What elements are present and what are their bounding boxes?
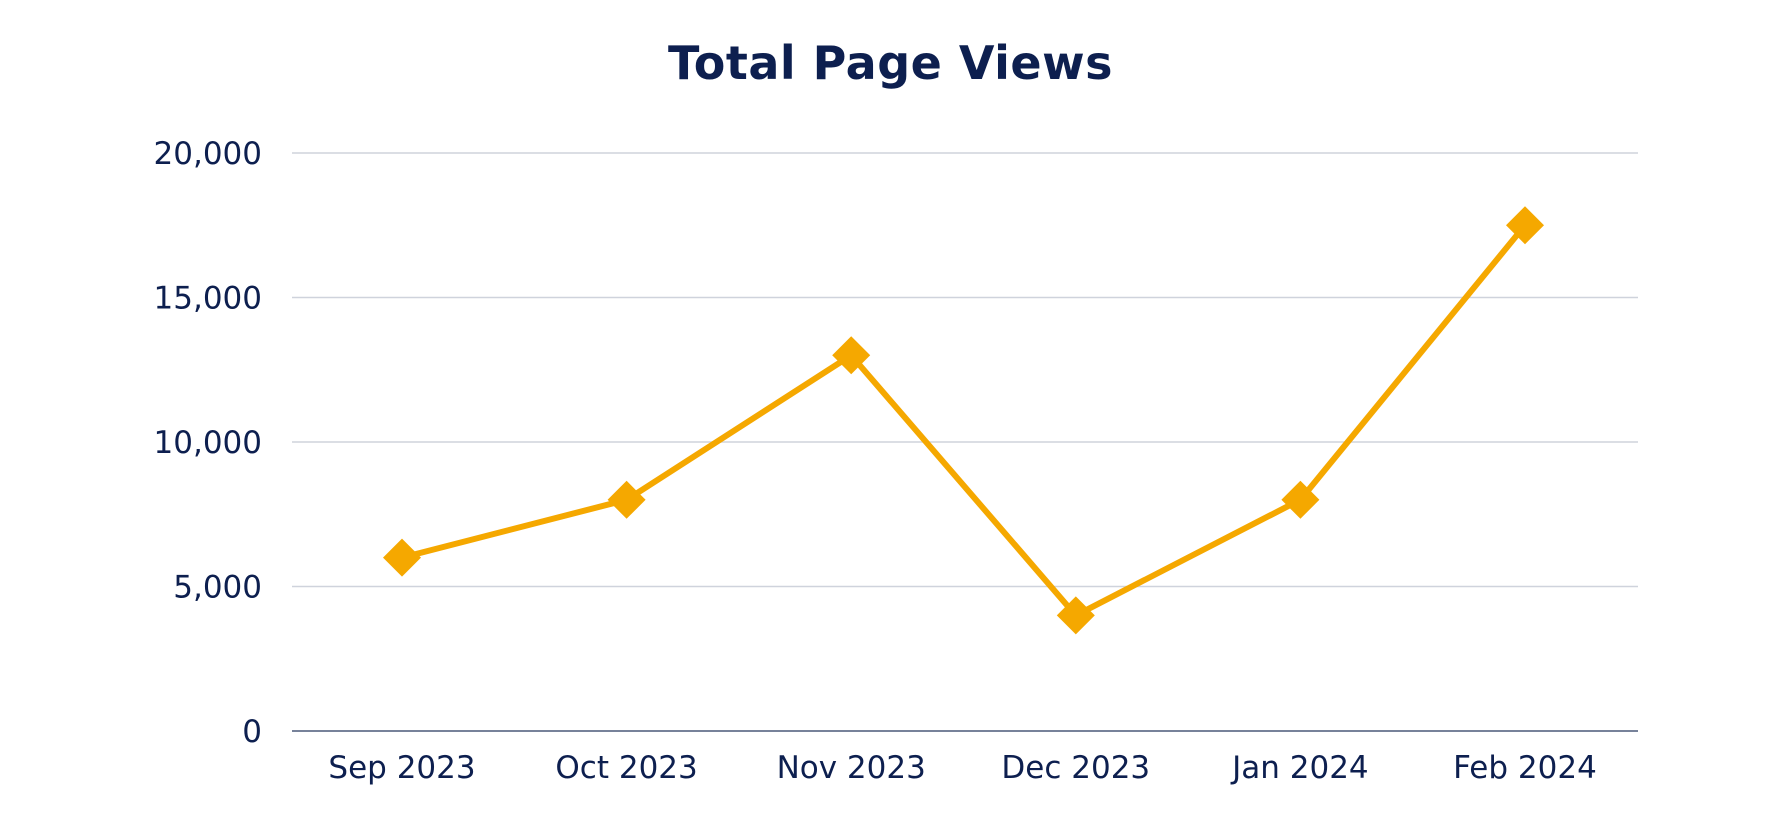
data-point-marker (383, 538, 421, 577)
data-point-marker (1281, 480, 1320, 519)
x-tick-label: Nov 2023 (777, 750, 926, 786)
data-point-marker (1056, 596, 1095, 635)
x-tick-label: Sep 2023 (328, 750, 475, 786)
y-tick-label: 5,000 (173, 570, 262, 606)
x-tick-label: Jan 2024 (1230, 750, 1369, 786)
y-tick-label: 15,000 (154, 281, 262, 317)
y-tick-label: 20,000 (154, 136, 262, 172)
chart-title: Total Page Views (668, 36, 1113, 90)
x-axis-ticks: Sep 2023 Oct 2023 Nov 2023 Dec 2023 Jan 2024… (328, 750, 1596, 786)
y-tick-label: 10,000 (154, 425, 262, 461)
x-tick-label: Dec 2023 (1001, 750, 1150, 786)
x-tick-label: Feb 2024 (1453, 750, 1597, 786)
y-axis-ticks: 0 5,000 10,000 15,000 20,000 (154, 136, 262, 750)
data-point-marker (1506, 206, 1544, 245)
series-line (401, 223, 1528, 619)
x-tick-label: Oct 2023 (555, 750, 697, 786)
series (383, 206, 1544, 635)
y-tick-label: 0 (242, 714, 262, 750)
gridlines (292, 152, 1638, 732)
data-point-marker (832, 336, 871, 375)
data-point-marker (607, 480, 646, 519)
